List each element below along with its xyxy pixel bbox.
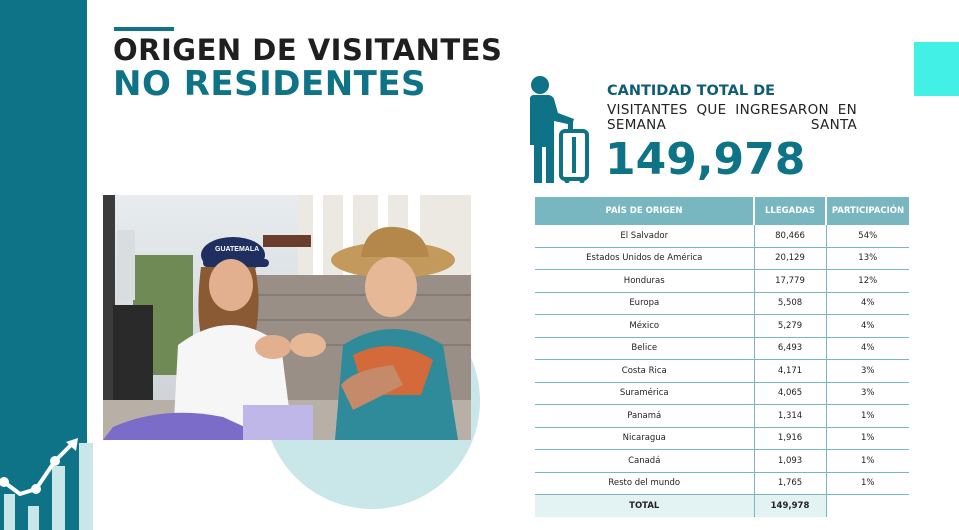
cell-country: Panamá [535, 404, 755, 428]
cell-arrivals: 1,314 [754, 404, 827, 428]
cell-arrivals: 6,493 [754, 337, 827, 360]
cell-share: 3% [826, 382, 909, 405]
cell-arrivals: 5,279 [754, 314, 827, 338]
cell-arrivals: 80,466 [754, 225, 827, 248]
table-row: Canadá 1,093 1% [535, 449, 909, 473]
table-row: El Salvador 80,466 54% [535, 225, 909, 248]
growth-chart-icon [0, 438, 78, 530]
cell-share: 12% [826, 269, 909, 293]
cell-share: 4% [826, 314, 909, 338]
table-row: Belice 6,493 4% [535, 337, 909, 360]
total-share [826, 494, 909, 517]
cell-country: Costa Rica [535, 359, 755, 383]
cell-arrivals: 1,093 [754, 449, 827, 473]
cell-arrivals: 4,065 [754, 382, 827, 405]
cell-share: 1% [826, 404, 909, 428]
title-line-2: NO RESIDENTES [113, 64, 427, 104]
photo-tourist-welcome: GUATEMALA [103, 195, 471, 440]
total-label: TOTAL [535, 494, 755, 517]
visitors-table: PAÍS DE ORIGEN LLEGADAS PARTICIPACIÓN El… [535, 197, 909, 517]
cell-arrivals: 5,508 [754, 292, 827, 315]
cell-country: Honduras [535, 269, 755, 293]
cell-arrivals: 20,129 [754, 247, 827, 270]
cell-arrivals: 1,765 [754, 472, 827, 495]
table-row: Suramérica 4,065 3% [535, 382, 909, 405]
table-row: Panamá 1,314 1% [535, 404, 909, 428]
cell-share: 54% [826, 225, 909, 248]
title-accent-line [114, 27, 174, 31]
cell-arrivals: 1,916 [754, 427, 827, 450]
cell-share: 4% [826, 337, 909, 360]
page-title: ORIGEN DE VISITANTES NO RESIDENTES [113, 34, 502, 102]
summary-total: 149,978 [605, 134, 806, 185]
pale-accent-bar [79, 443, 93, 530]
header-arrivals: LLEGADAS [754, 197, 827, 225]
title-line-1: ORIGEN DE VISITANTES [113, 33, 503, 67]
cell-share: 1% [826, 427, 909, 450]
cell-arrivals: 4,171 [754, 359, 827, 383]
table-row: Nicaragua 1,916 1% [535, 427, 909, 450]
cell-country: Estados Unidos de América [535, 247, 755, 270]
cell-country: El Salvador [535, 225, 755, 248]
cell-share: 3% [826, 359, 909, 383]
cell-country: México [535, 314, 755, 338]
cell-share: 13% [826, 247, 909, 270]
summary-heading: CANTIDAD TOTAL DE [607, 83, 776, 99]
cell-country: Suramérica [535, 382, 755, 405]
table-total-row: TOTAL 149,978 [535, 494, 909, 517]
cell-share: 4% [826, 292, 909, 315]
cell-arrivals: 17,779 [754, 269, 827, 293]
table-row: Europa 5,508 4% [535, 292, 909, 315]
cell-country: Belice [535, 337, 755, 360]
table-row: México 5,279 4% [535, 314, 909, 338]
table-row: Resto del mundo 1,765 1% [535, 472, 909, 495]
cell-share: 1% [826, 472, 909, 495]
table-row: Estados Unidos de América 20,129 13% [535, 247, 909, 270]
cap-logo-text: GUATEMALA [215, 246, 259, 253]
cell-country: Resto del mundo [535, 472, 755, 495]
table-row: Honduras 17,779 12% [535, 269, 909, 293]
table-header-row: PAÍS DE ORIGEN LLEGADAS PARTICIPACIÓN [535, 197, 909, 225]
traveler-with-suitcase-icon [530, 76, 589, 183]
total-arrivals: 149,978 [754, 494, 827, 517]
cell-country: Canadá [535, 449, 755, 473]
corner-accent-square [914, 42, 959, 96]
header-share: PARTICIPACIÓN [826, 197, 909, 225]
cell-share: 1% [826, 449, 909, 473]
cell-country: Europa [535, 292, 755, 315]
summary-subtitle: VISITANTES QUE INGRESARON EN SEMANA SANT… [607, 102, 857, 133]
table-row: Costa Rica 4,171 3% [535, 359, 909, 383]
cell-country: Nicaragua [535, 427, 755, 450]
header-country: PAÍS DE ORIGEN [535, 197, 755, 225]
